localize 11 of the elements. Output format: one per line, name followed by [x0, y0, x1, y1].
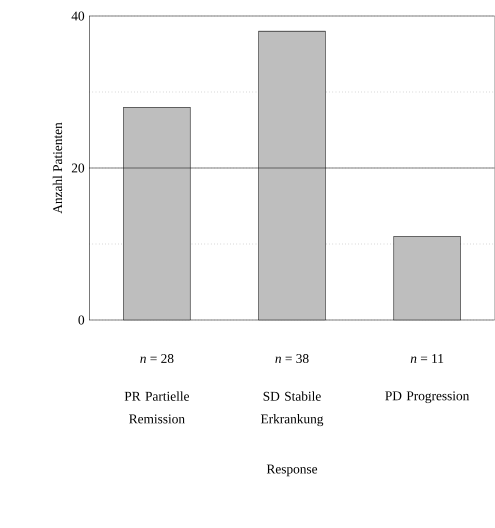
x-tick-label: PD Progression [385, 391, 470, 404]
data-label: n = 11 [410, 354, 444, 363]
data-label: n = 38 [276, 354, 309, 364]
x-tick-label: SD Stabile Erkrankung [261, 391, 324, 426]
x-tick-label: PR Partielle Remission [124, 391, 190, 424]
y-tick-label: 20 [72, 164, 84, 172]
y-axis-title: Anzahl Patienten [52, 122, 62, 214]
x-axis-title: Response [266, 464, 318, 476]
data-label: n = 28 [140, 354, 174, 364]
y-tick-label: 0 [78, 316, 84, 324]
y-tick-label: 40 [72, 12, 84, 20]
